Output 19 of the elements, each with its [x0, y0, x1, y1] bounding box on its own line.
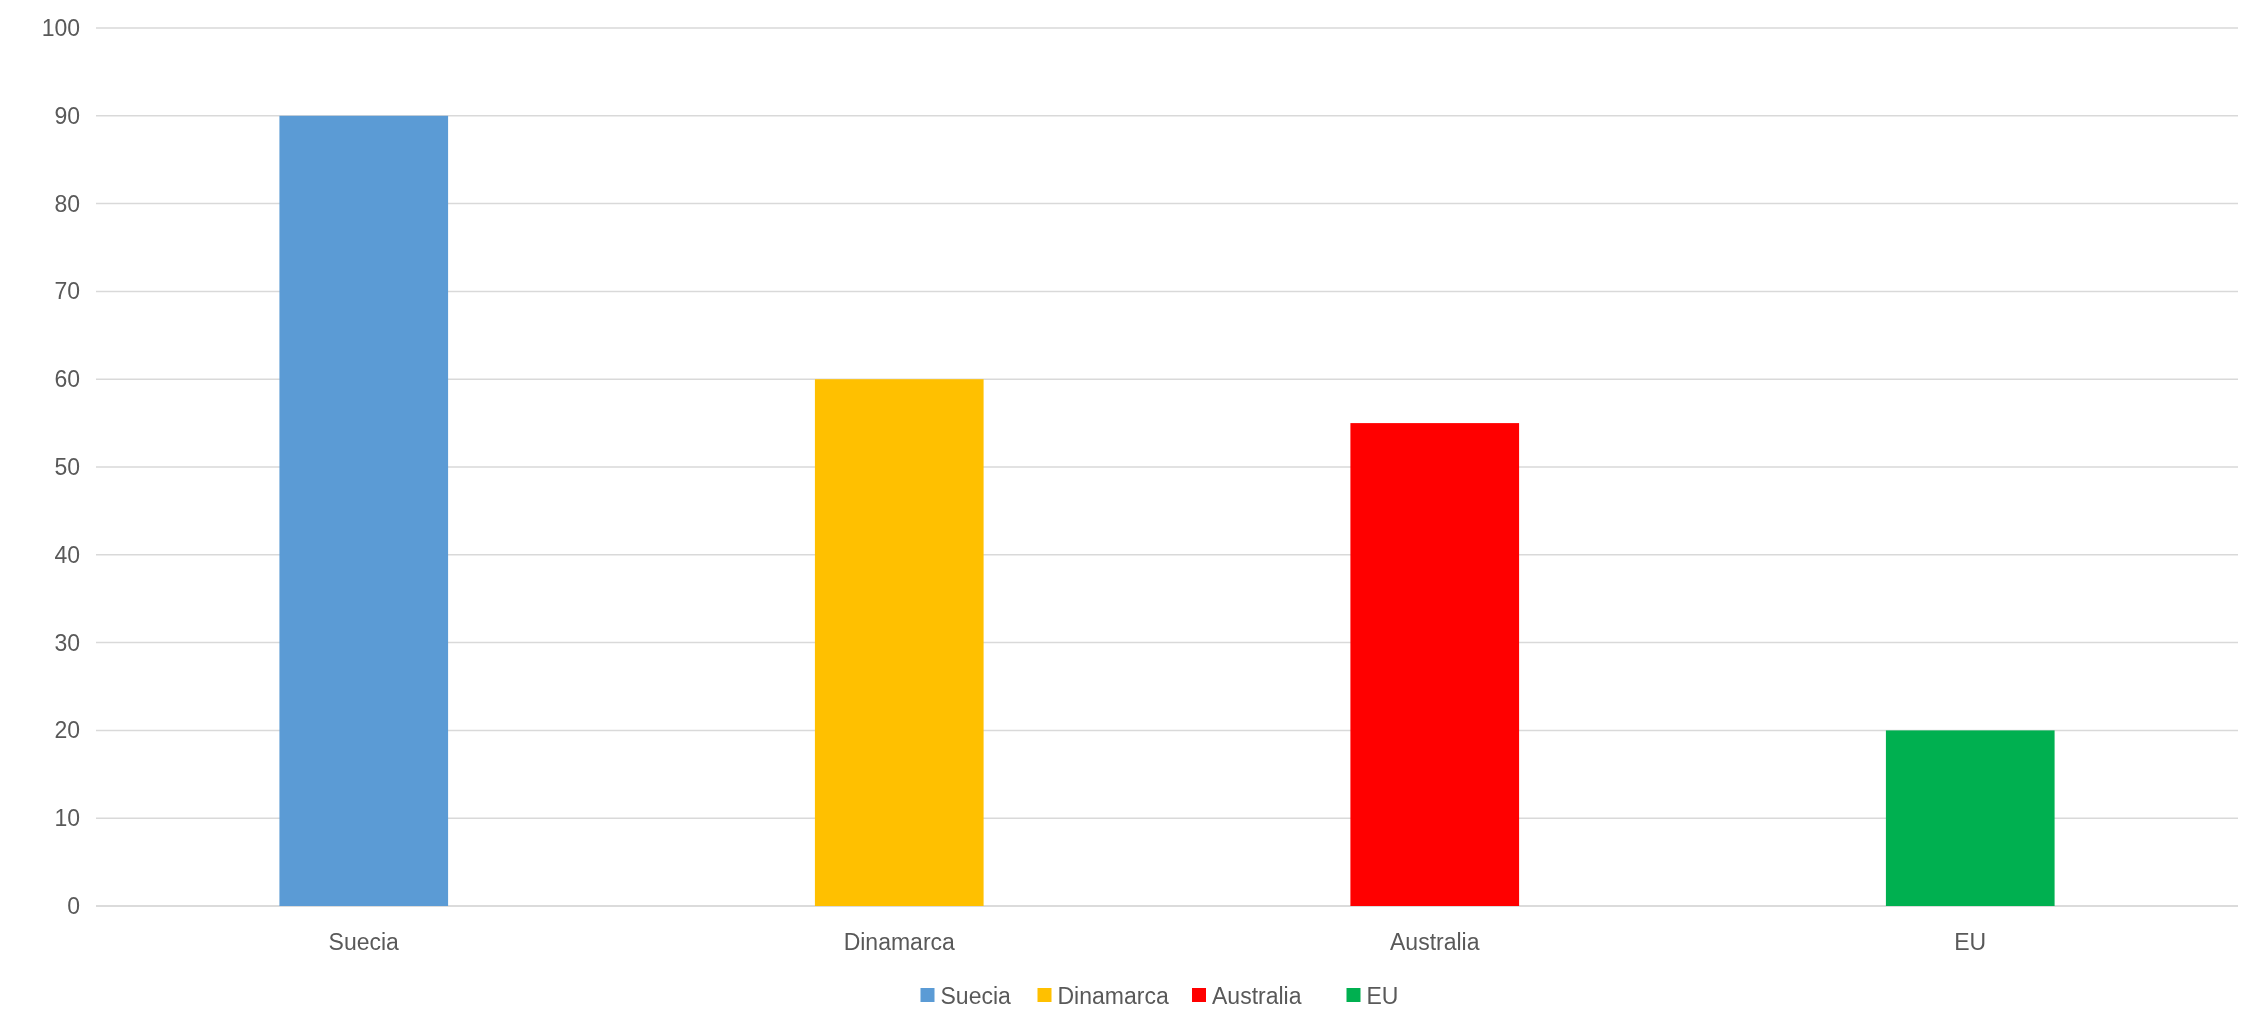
x-tick-label: Dinamarca [843, 929, 956, 955]
y-tick-label: 20 [54, 717, 80, 744]
y-tick-label: 60 [54, 366, 80, 393]
y-tick-label: 70 [54, 278, 80, 305]
legend-label: Dinamarca [1057, 983, 1169, 1010]
y-tick-label: 40 [54, 541, 80, 568]
y-tick-label: 90 [54, 102, 80, 129]
legend-label: Australia [1212, 983, 1302, 1010]
x-tick-label: Suecia [328, 929, 400, 955]
y-tick-label: 30 [54, 629, 80, 656]
y-tick-label: 80 [54, 190, 80, 217]
legend-label: Suecia [940, 983, 1012, 1010]
legend-label: EU [1366, 983, 1399, 1010]
y-tick-label: 0 [67, 893, 80, 920]
y-tick-label: 100 [41, 15, 80, 42]
x-tick-label: EU [1954, 929, 1987, 955]
y-tick-label: 10 [54, 805, 80, 832]
x-tick-label: Australia [1390, 929, 1480, 955]
y-tick-label: 50 [54, 454, 80, 481]
